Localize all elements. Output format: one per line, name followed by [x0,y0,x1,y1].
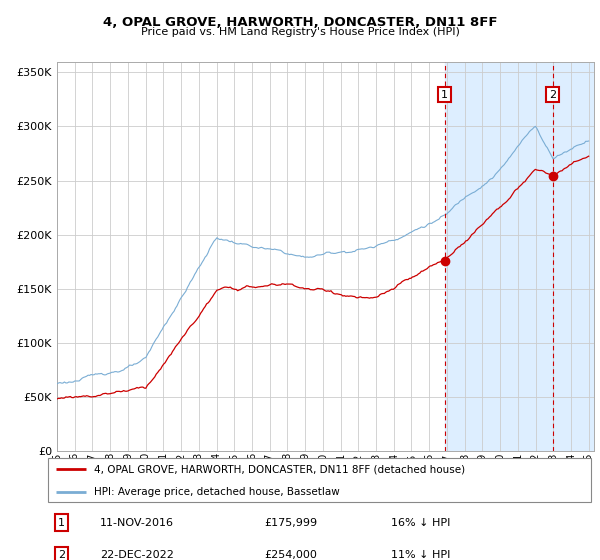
FancyBboxPatch shape [48,458,591,502]
Text: £254,000: £254,000 [265,550,317,560]
Text: 1: 1 [58,517,65,528]
Text: 4, OPAL GROVE, HARWORTH, DONCASTER, DN11 8FF: 4, OPAL GROVE, HARWORTH, DONCASTER, DN11… [103,16,497,29]
Text: 2: 2 [549,90,556,100]
Text: 11-NOV-2016: 11-NOV-2016 [100,517,174,528]
Text: 2: 2 [58,550,65,560]
Text: 16% ↓ HPI: 16% ↓ HPI [391,517,450,528]
Bar [445,62,594,451]
Text: £175,999: £175,999 [265,517,318,528]
Text: 1: 1 [441,90,448,100]
Text: 4, OPAL GROVE, HARWORTH, DONCASTER, DN11 8FF (detached house): 4, OPAL GROVE, HARWORTH, DONCASTER, DN11… [94,464,466,474]
Text: HPI: Average price, detached house, Bassetlaw: HPI: Average price, detached house, Bass… [94,487,340,497]
Text: 22-DEC-2022: 22-DEC-2022 [100,550,174,560]
Text: Price paid vs. HM Land Registry's House Price Index (HPI): Price paid vs. HM Land Registry's House … [140,27,460,37]
Text: 11% ↓ HPI: 11% ↓ HPI [391,550,450,560]
